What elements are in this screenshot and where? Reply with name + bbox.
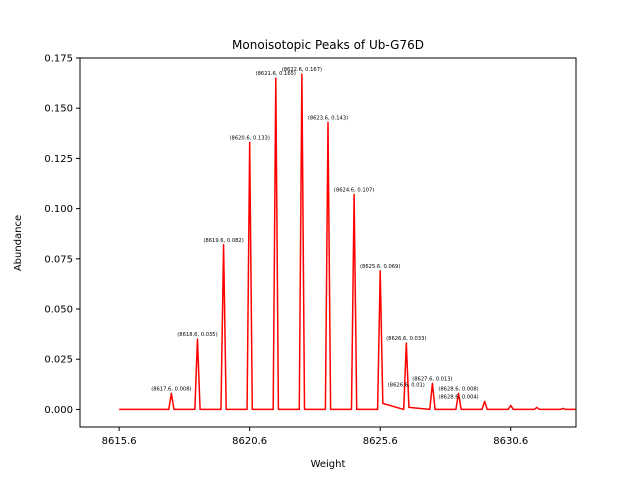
peak-annotation: (8623.6, 0.143) xyxy=(308,115,348,121)
peak-annotation: (8620.6, 0.133) xyxy=(230,135,270,141)
y-tick-label: 0.150 xyxy=(44,104,73,115)
peak-annotation: (8628.6, 0.004) xyxy=(438,394,478,400)
peak-annotation: (8625.6, 0.069) xyxy=(360,264,400,270)
y-tick-label: 0.025 xyxy=(44,355,73,366)
peak-annotation: (8624.6, 0.107) xyxy=(334,188,374,194)
y-tick-label: 0.175 xyxy=(44,54,73,65)
peak-annotation: (8617.6, 0.008) xyxy=(151,386,191,392)
y-tick-label: 0.100 xyxy=(44,204,73,215)
peak-annotation: (8626.6, 0.01) xyxy=(388,382,425,388)
peak-annotation: (8618.6, 0.035) xyxy=(177,332,217,338)
x-tick-label: 8620.6 xyxy=(232,436,267,447)
chart-title: Monoisotopic Peaks of Ub-G76D xyxy=(232,38,424,52)
y-tick-label: 0.050 xyxy=(44,305,73,316)
y-tick-label: 0.000 xyxy=(44,405,73,416)
peak-annotation: (8621.6, 0.165) xyxy=(256,71,296,77)
peak-annotation: (8626.6, 0.033) xyxy=(386,336,426,342)
peak-annotation: (8622.6, 0.167) xyxy=(282,67,322,73)
y-tick-label: 0.075 xyxy=(44,254,73,265)
peak-annotation: (8619.6, 0.082) xyxy=(203,238,243,244)
y-tick-label: 0.125 xyxy=(44,154,73,165)
x-tick-label: 8630.6 xyxy=(493,436,528,447)
x-tick-label: 8615.6 xyxy=(102,436,137,447)
peak-annotation: (8628.6, 0.008) xyxy=(438,386,478,392)
y-axis-label: Abundance xyxy=(13,215,24,271)
peak-annotation: (8627.6, 0.013) xyxy=(412,376,452,382)
x-tick-label: 8625.6 xyxy=(363,436,398,447)
plot-frame xyxy=(79,57,577,428)
x-axis-label: Weight xyxy=(311,459,346,470)
series-line-0 xyxy=(119,73,576,411)
